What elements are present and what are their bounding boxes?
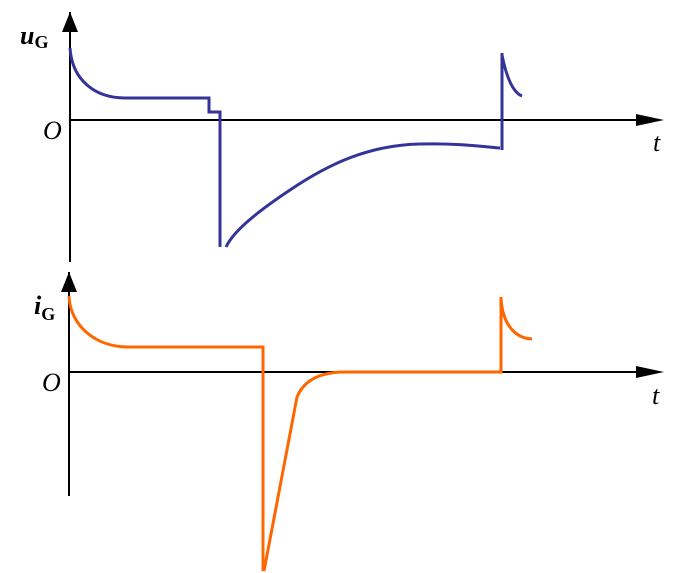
lower-origin-label: O <box>42 368 61 397</box>
upper-x-arrow <box>636 114 664 126</box>
upper-plot: uG O t <box>20 12 664 262</box>
voltage-curve <box>68 47 523 248</box>
upper-y-arrow <box>62 12 78 32</box>
upper-y-label: uG <box>20 21 48 52</box>
current-curve <box>67 295 533 572</box>
lower-y-label: iG <box>34 291 55 324</box>
lower-y-arrow <box>61 272 77 292</box>
lower-x-arrow <box>636 366 664 378</box>
lower-plot: iG O t <box>34 272 664 572</box>
upper-x-label: t <box>653 128 661 157</box>
upper-origin-label: O <box>43 116 62 145</box>
lower-x-label: t <box>652 381 660 410</box>
